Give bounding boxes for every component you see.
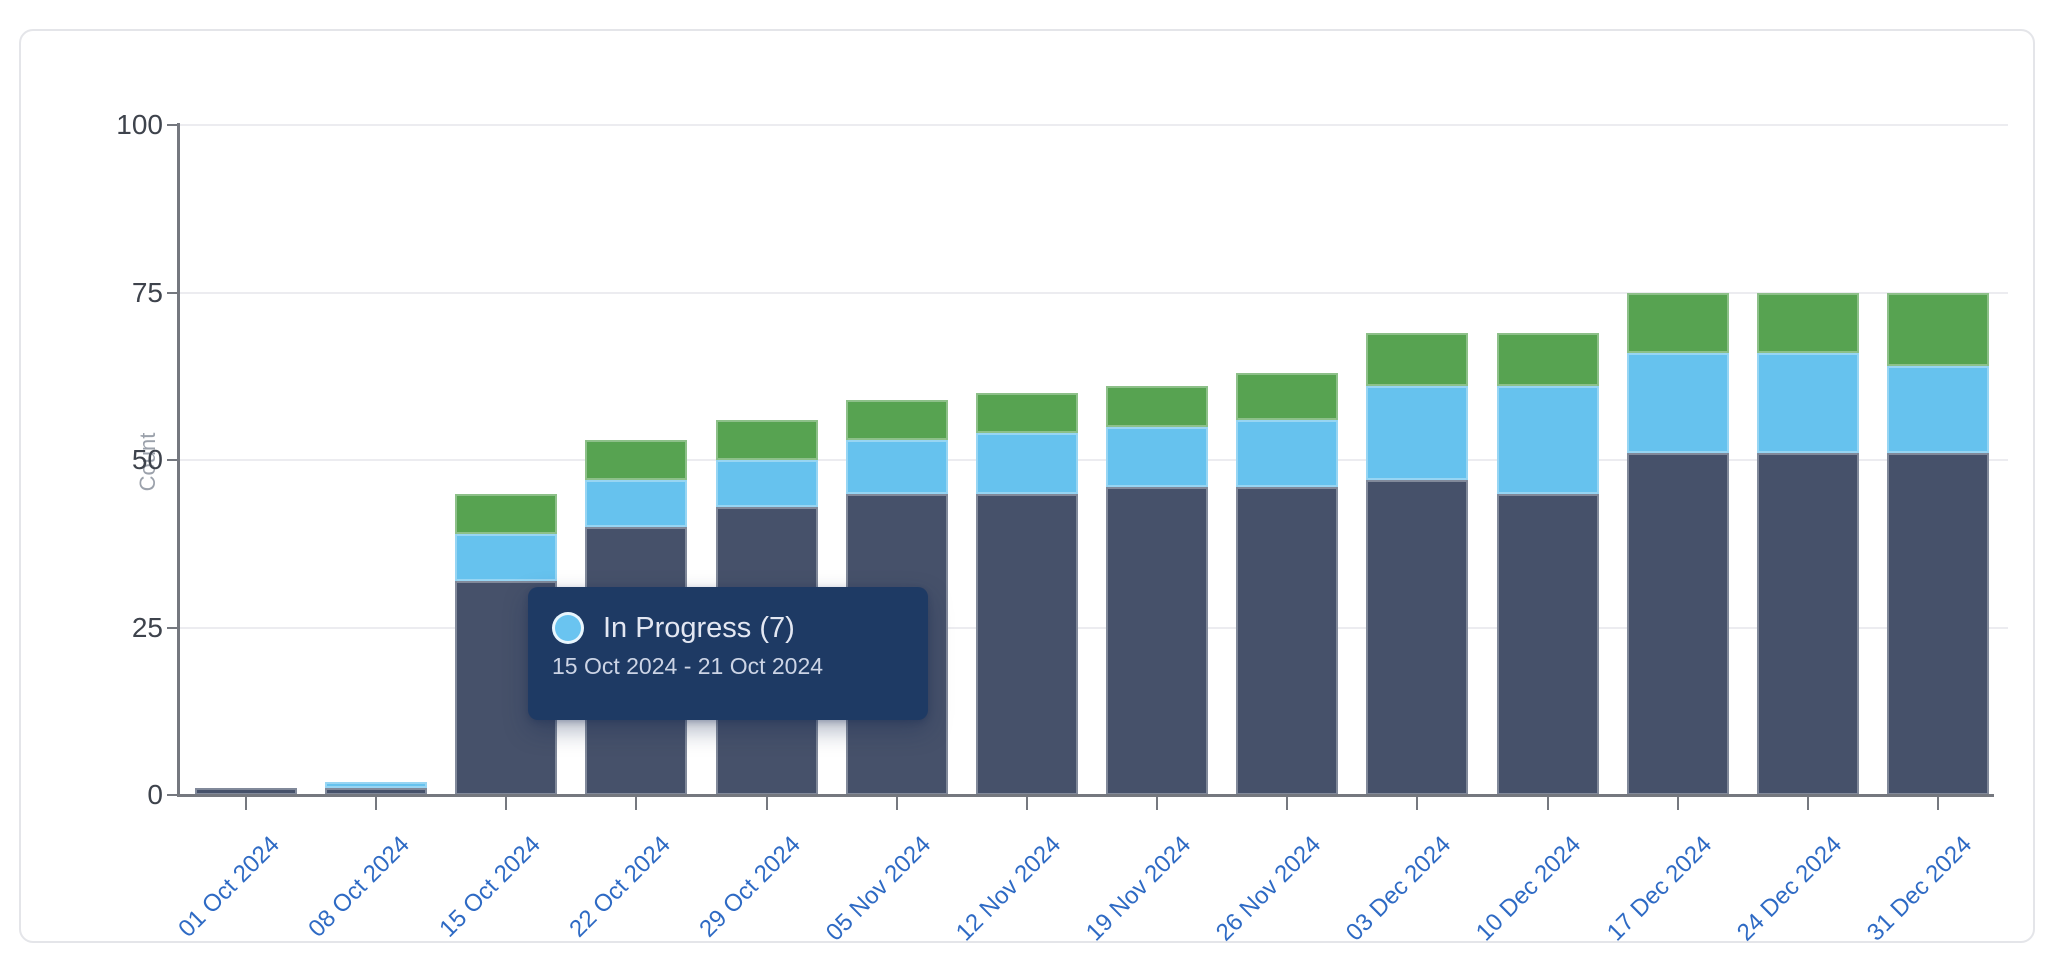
bar-26-nov-2024[interactable] [1236,372,1339,795]
dark-segment[interactable] [195,788,297,795]
x-tick-label: 31 Dec 2024 [1861,831,1978,947]
bar-03-dec-2024[interactable] [1366,332,1469,795]
green-segment[interactable] [1626,292,1729,353]
x-axis-line [177,794,1994,797]
x-tick-label: 08 Oct 2024 [303,831,416,943]
x-tick-label: 03 Dec 2024 [1341,831,1457,947]
x-tick-label: 12 Nov 2024 [950,831,1066,947]
bar-12-nov-2024[interactable] [975,393,1078,795]
chart-plot-area: Count 0 25 50 75 100 01 Oct 2024 08 Oct 2024 15… [116,111,2008,946]
y-axis-tick [167,124,177,126]
bar-24-dec-2024[interactable] [1756,292,1859,795]
x-axis-tick [635,797,638,810]
green-segment[interactable] [1756,292,1859,353]
in-progress-segment[interactable] [715,460,818,507]
dark-segment[interactable] [1106,486,1209,795]
bar-31-dec-2024[interactable] [1886,292,1989,795]
x-axis-tick [1025,797,1028,810]
green-segment[interactable] [1886,292,1989,367]
tooltip-date-range: 15 Oct 2024 - 21 Oct 2024 [552,653,824,679]
in-progress-segment[interactable] [325,781,428,789]
bar-10-dec-2024[interactable] [1496,332,1599,795]
x-tick-label: 17 Dec 2024 [1601,831,1717,947]
x-tick-label: 22 Oct 2024 [563,831,676,943]
green-segment[interactable] [975,393,1078,434]
x-axis-tick [895,797,898,810]
x-axis-tick [1936,797,1939,810]
x-tick-label: 26 Nov 2024 [1210,831,1327,947]
dark-segment[interactable] [1366,480,1469,795]
y-axis-line [177,123,180,797]
in-progress-segment[interactable] [975,433,1078,494]
in-progress-segment[interactable] [1626,352,1729,454]
chart-card: Count 0 25 50 75 100 01 Oct 2024 08 Oct 2024 15… [19,29,2035,946]
dark-segment[interactable] [1756,453,1859,795]
y-tick-label-25: 25 [131,611,163,643]
x-axis-tick [375,797,378,810]
in-progress-segment[interactable] [1756,352,1859,454]
x-tick-label: 15 Oct 2024 [433,831,546,943]
x-axis-tick [1806,797,1809,810]
x-tick-label: 05 Nov 2024 [820,831,936,947]
tooltip-header-row: In Progress (7) [552,612,904,644]
y-axis-tick [167,626,177,629]
green-segment[interactable] [455,493,558,534]
dark-segment[interactable] [1626,453,1729,795]
in-progress-segment[interactable] [1106,426,1209,487]
in-progress-segment[interactable] [455,533,558,581]
y-tick-label-50: 50 [131,444,163,475]
dark-segment[interactable] [325,788,428,795]
x-tick-label: 01 Oct 2024 [173,831,286,943]
x-tick-label: 29 Oct 2024 [694,831,806,943]
x-axis-tick [765,797,768,810]
bar-01-oct-2024[interactable] [195,788,297,795]
gridline-50 [180,459,2008,461]
x-tick-label: 19 Nov 2024 [1080,831,1197,947]
in-progress-segment[interactable] [1496,386,1599,494]
gridline-100 [180,124,2008,126]
green-segment[interactable] [585,439,688,481]
y-axis-tick [167,459,177,461]
in-progress-segment[interactable] [845,439,948,494]
dark-segment[interactable] [1496,493,1599,795]
x-axis-tick [505,797,508,810]
in-progress-segment[interactable] [1886,366,1989,454]
green-segment[interactable] [1236,372,1339,420]
x-axis-tick [1416,797,1419,810]
green-segment[interactable] [1106,386,1209,427]
bar-08-oct-2024[interactable] [325,781,428,795]
x-axis-tick [1156,797,1159,810]
bar-17-dec-2024[interactable] [1626,292,1729,795]
gridline-25 [180,626,2008,629]
y-axis-tick [167,291,177,294]
y-tick-label-100: 100 [116,109,163,140]
chart-tooltip: In Progress (7) 15 Oct 2024 - 21 Oct 202… [528,587,928,720]
gridline-75 [180,291,2008,294]
in-progress-series-marker-icon [552,612,584,644]
x-axis-tick [1676,797,1679,810]
dark-segment[interactable] [1886,453,1989,795]
in-progress-segment[interactable] [585,480,688,527]
y-tick-label-0: 0 [147,779,163,810]
y-tick-label-75: 75 [131,276,163,308]
in-progress-segment[interactable] [1366,386,1469,481]
in-progress-segment[interactable] [1236,419,1339,487]
green-segment[interactable] [1366,332,1469,387]
y-axis-tick [167,794,177,796]
green-segment[interactable] [715,419,818,460]
x-tick-label: 24 Dec 2024 [1731,831,1847,947]
dark-segment[interactable] [1236,486,1339,795]
tooltip-series-title: In Progress (7) [603,612,795,644]
x-tick-label: 10 Dec 2024 [1471,831,1587,947]
green-segment[interactable] [1496,332,1599,387]
x-axis-tick [1546,797,1549,810]
green-segment[interactable] [845,399,948,440]
bar-19-nov-2024[interactable] [1106,386,1209,795]
x-axis-tick [1286,797,1289,810]
x-axis-tick [245,797,247,810]
dark-segment[interactable] [975,493,1078,795]
